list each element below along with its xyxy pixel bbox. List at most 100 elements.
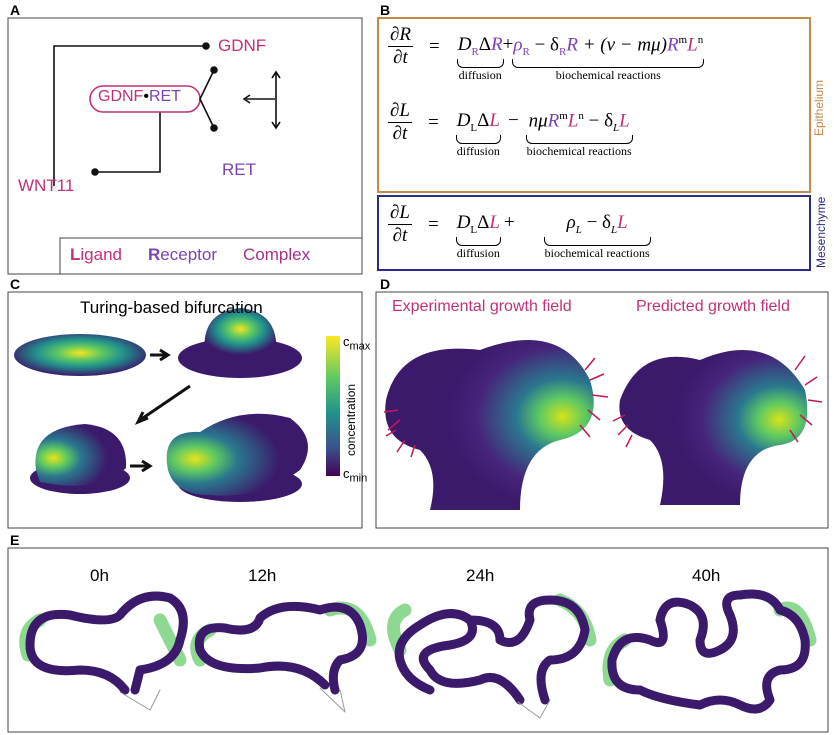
denominator: ∂t bbox=[393, 47, 408, 69]
brace-label: diffusion bbox=[457, 144, 500, 159]
brace-label: diffusion bbox=[459, 68, 502, 83]
subscript: max bbox=[350, 341, 371, 353]
term: nμ bbox=[529, 110, 548, 131]
colorbar-max: cmax bbox=[343, 334, 370, 353]
equals: = bbox=[429, 36, 440, 58]
connector bbox=[54, 46, 204, 186]
region-label: Epithelium bbox=[812, 80, 826, 136]
term: D bbox=[458, 34, 472, 55]
panel-title: Turing-based bifurcation bbox=[80, 298, 263, 318]
figure: A GDNF GDNF•RET RET WNT11 Ligand Recepto… bbox=[0, 0, 834, 735]
term: ρ bbox=[567, 212, 576, 233]
legend-initial: R bbox=[148, 245, 160, 264]
legend-receptor: Receptor bbox=[148, 245, 217, 265]
term: R bbox=[522, 46, 529, 58]
term: − δ bbox=[530, 34, 559, 55]
node bbox=[211, 67, 217, 73]
term: R bbox=[548, 110, 560, 131]
term: − δ bbox=[584, 110, 613, 131]
term: L bbox=[617, 212, 628, 233]
term: L bbox=[568, 110, 579, 131]
panel-label: E bbox=[10, 532, 19, 548]
term: m bbox=[679, 34, 688, 46]
equation: ∂L∂t = DLΔLdiffusion − nμRmLn − δLLbioch… bbox=[388, 100, 632, 159]
time-label: 40h bbox=[692, 566, 720, 586]
term: D bbox=[457, 212, 471, 233]
disc bbox=[14, 334, 146, 376]
operator: + bbox=[503, 34, 514, 56]
bifurcation-renders bbox=[14, 308, 340, 502]
growth-field-renders bbox=[384, 340, 822, 510]
term: + (v − mμ) bbox=[578, 34, 667, 55]
complex-ligand: GDNF bbox=[98, 88, 143, 105]
epithelium-surface bbox=[619, 350, 807, 505]
connector bbox=[200, 70, 276, 128]
time-label: 12h bbox=[248, 566, 276, 586]
term: R bbox=[667, 34, 679, 55]
term: Δ bbox=[477, 212, 489, 233]
operator: − bbox=[508, 110, 519, 132]
inducer-label: WNT11 bbox=[18, 176, 74, 196]
receptor-label: RET bbox=[222, 160, 256, 180]
legend-complex: Complex bbox=[243, 245, 310, 265]
brace-label: biochemical reactions bbox=[545, 246, 650, 261]
arrowheads bbox=[244, 72, 280, 128]
legend: Ligand Receptor Complex bbox=[70, 245, 310, 265]
term: − δ bbox=[582, 212, 611, 233]
term: L bbox=[489, 212, 500, 233]
time-label: 0h bbox=[90, 566, 109, 586]
term: Δ bbox=[479, 34, 491, 55]
ligand-label: GDNF bbox=[218, 36, 266, 56]
term: m bbox=[559, 110, 568, 122]
panel-label: D bbox=[380, 276, 390, 292]
time-label: 24h bbox=[466, 566, 494, 586]
bud bbox=[35, 424, 126, 486]
panel-a-frame bbox=[8, 18, 362, 274]
brace-label: biochemical reactions bbox=[556, 68, 661, 83]
term: L bbox=[489, 110, 500, 131]
legend-ligand: Ligand bbox=[70, 245, 122, 265]
brace-label: diffusion bbox=[457, 246, 500, 261]
panel-title: Experimental growth field bbox=[392, 298, 572, 316]
term: n bbox=[698, 34, 704, 46]
term: L bbox=[619, 110, 630, 131]
term: Δ bbox=[477, 110, 489, 131]
colorbar bbox=[326, 336, 340, 476]
legend-text: eceptor bbox=[160, 245, 217, 264]
legend-text: igand bbox=[80, 245, 122, 264]
colorbar-title: concentration bbox=[344, 384, 358, 456]
subscript: min bbox=[350, 473, 368, 485]
region-label: Mesenchyme bbox=[814, 197, 828, 268]
equals: = bbox=[428, 214, 439, 236]
term: D bbox=[457, 110, 471, 131]
complex-label: GDNF•RET bbox=[98, 88, 181, 106]
brace-label: biochemical reactions bbox=[527, 144, 632, 159]
node bbox=[211, 125, 217, 131]
numerator: ∂L bbox=[388, 100, 412, 123]
term: R bbox=[471, 46, 478, 58]
denominator: ∂t bbox=[393, 123, 408, 145]
panel-label: C bbox=[10, 276, 20, 292]
colorbar-min: cmin bbox=[343, 466, 367, 485]
equals: = bbox=[428, 112, 439, 134]
term: R bbox=[566, 34, 578, 55]
operator: + bbox=[504, 212, 515, 234]
term: R bbox=[491, 34, 503, 55]
panel-title: Predicted growth field bbox=[636, 298, 790, 316]
term: L bbox=[687, 34, 698, 55]
legend-text: Complex bbox=[243, 245, 310, 264]
panel-label: B bbox=[380, 2, 390, 18]
denominator: ∂t bbox=[393, 225, 408, 247]
connector bbox=[95, 112, 160, 172]
epithelium-contours bbox=[26, 594, 810, 718]
numerator: ∂R bbox=[388, 24, 413, 47]
node bbox=[92, 169, 98, 175]
legend-initial: L bbox=[70, 245, 80, 264]
epithelium-surface bbox=[385, 340, 594, 510]
complex-receptor: RET bbox=[149, 88, 181, 105]
numerator: ∂L bbox=[388, 202, 412, 225]
node bbox=[203, 43, 209, 49]
panel-label: A bbox=[10, 2, 20, 18]
